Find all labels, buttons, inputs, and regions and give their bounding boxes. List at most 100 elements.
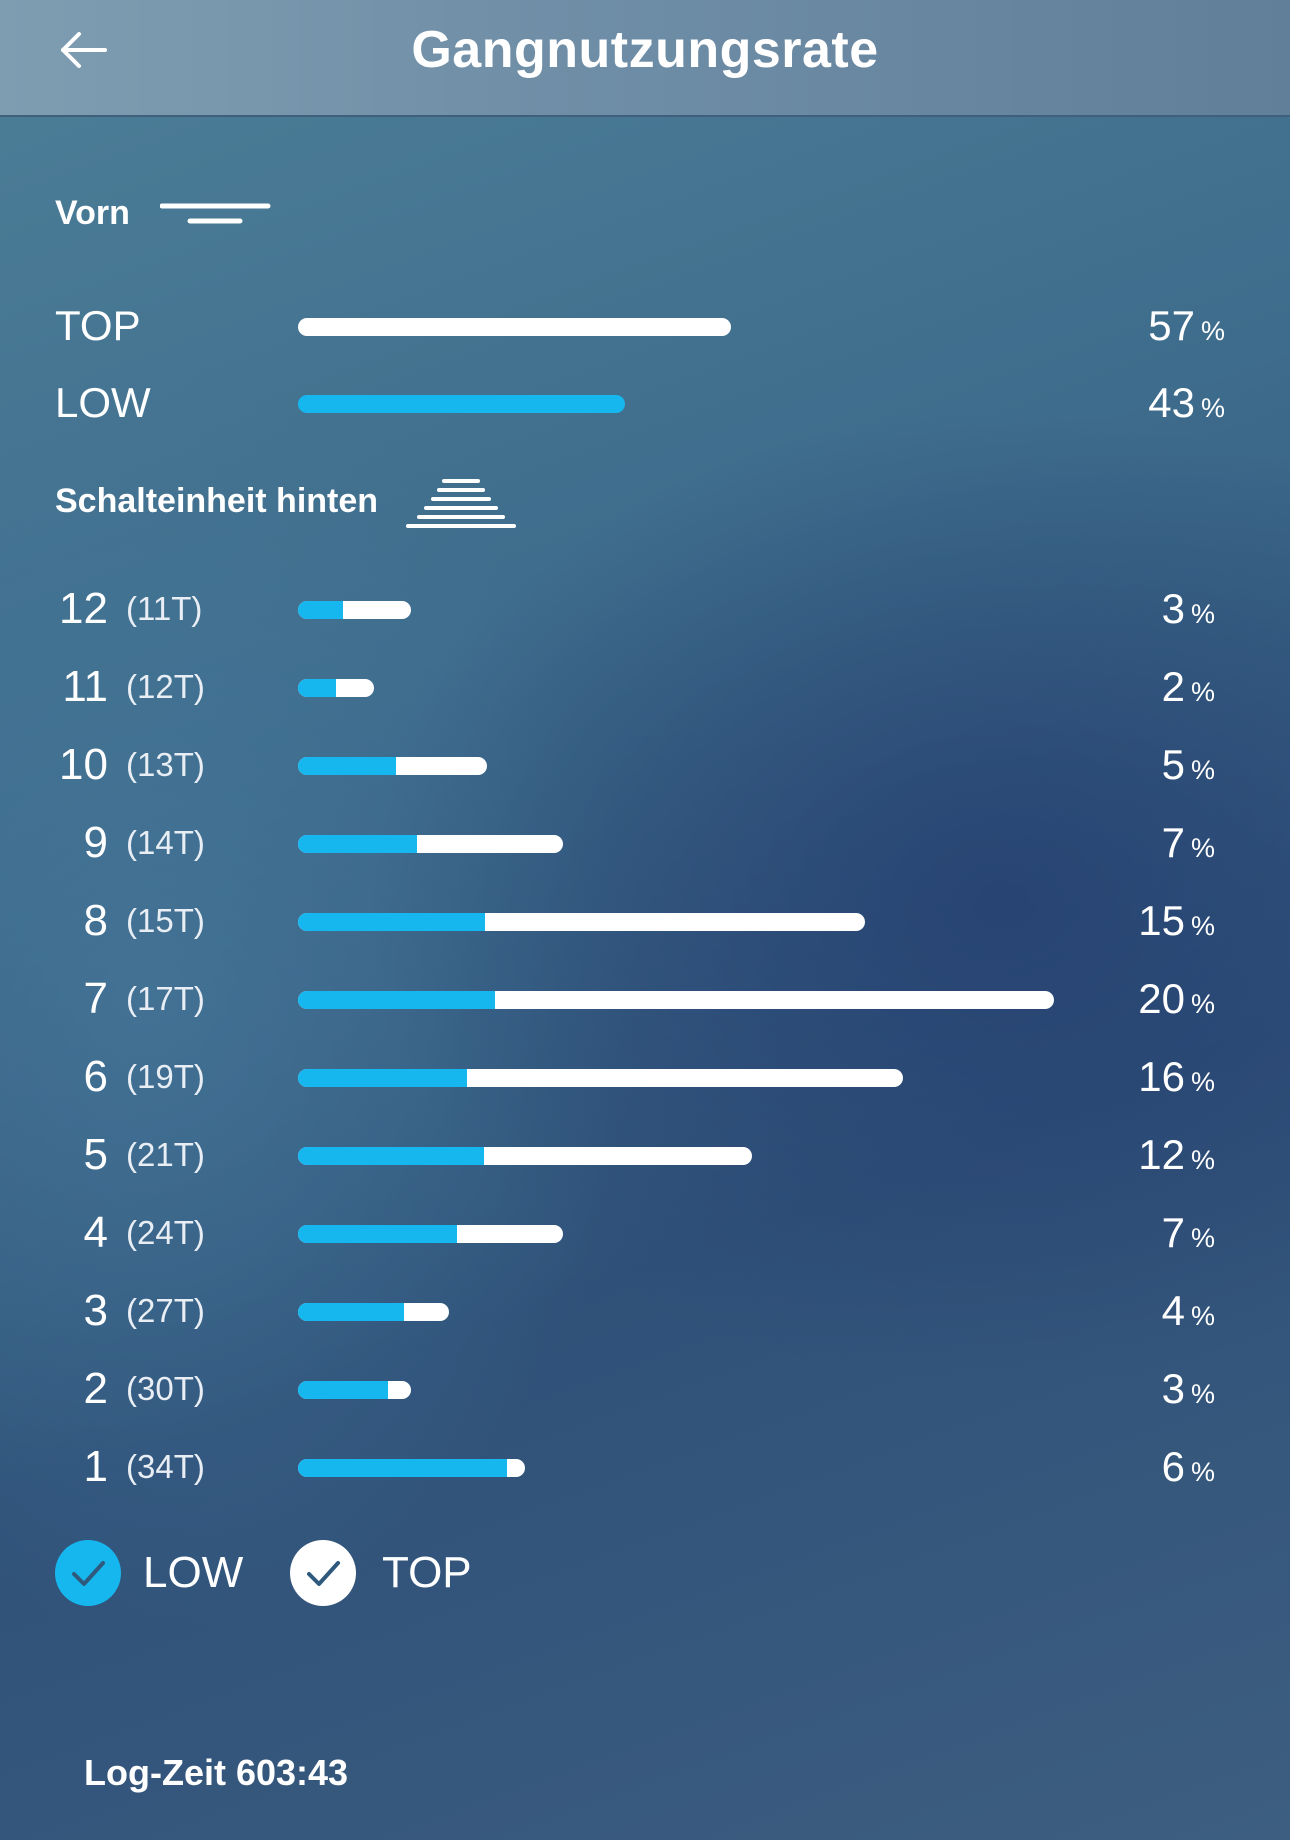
gear-teeth: (27T) <box>126 1292 205 1329</box>
gear-teeth: (14T) <box>126 824 205 861</box>
percent-number: 2 <box>1161 663 1185 710</box>
percent-number: 43 <box>1148 379 1195 426</box>
percent-unit: % <box>1190 677 1215 707</box>
legend-toggle-low[interactable]: LOW <box>55 1540 255 1606</box>
gear-teeth: (12T) <box>126 668 205 705</box>
percent-number: 5 <box>1161 741 1185 788</box>
gear-number: 7 <box>83 974 108 1023</box>
percent-unit: % <box>1190 1379 1215 1409</box>
gear-usage-bar <box>298 1303 449 1321</box>
gear-row: 8 (15T) 15% <box>0 891 1290 951</box>
percent-number: 7 <box>1161 819 1185 866</box>
gear-usage-bar <box>298 1381 411 1399</box>
gear-usage-bar <box>298 1069 903 1087</box>
check-icon <box>307 1561 340 1586</box>
percent-value: 2% <box>1162 657 1215 727</box>
gear-usage-low-segment <box>298 1459 507 1477</box>
gear-usage-bar <box>298 835 563 853</box>
percent-number: 57 <box>1148 302 1195 349</box>
percent-unit: % <box>1190 1067 1215 1097</box>
percent-value: 4% <box>1162 1281 1215 1351</box>
gear-teeth: (19T) <box>126 1058 205 1095</box>
chainring-icon <box>160 203 271 224</box>
gear-usage-bar <box>298 913 865 931</box>
gear-number: 4 <box>83 1208 108 1257</box>
front-row-label: TOP <box>55 302 141 349</box>
percent-value: 15% <box>1138 891 1215 961</box>
percent-number: 16 <box>1138 1053 1185 1100</box>
percent-value: 7% <box>1162 813 1215 883</box>
legend-label-low: LOW <box>143 1548 244 1597</box>
percent-number: 7 <box>1161 1209 1185 1256</box>
gear-usage-bar <box>298 991 1054 1009</box>
percent-unit: % <box>1190 1223 1215 1253</box>
gear-row: 12 (11T) 3% <box>0 579 1290 639</box>
gear-usage-bar <box>298 601 411 619</box>
gear-usage-low-segment <box>298 679 336 697</box>
checkbox-low[interactable] <box>55 1540 121 1606</box>
arrow-left-icon <box>61 32 107 68</box>
gear-number: 6 <box>83 1052 108 1101</box>
percent-number: 4 <box>1161 1287 1185 1334</box>
gear-number: 10 <box>59 740 108 789</box>
gear-number: 3 <box>83 1286 108 1335</box>
gear-usage-bar <box>298 679 374 697</box>
front-row-top: TOP 57% <box>0 296 1290 356</box>
gear-usage-low-segment <box>298 1225 457 1243</box>
gear-usage-low-segment <box>298 1381 388 1399</box>
back-button[interactable] <box>55 22 115 78</box>
gear-usage-low-segment <box>298 601 343 619</box>
rear-section-title: Schalteinheit hinten <box>55 482 379 520</box>
gear-teeth: (24T) <box>126 1214 205 1251</box>
percent-number: 20 <box>1138 975 1185 1022</box>
check-icon <box>72 1561 105 1586</box>
percent-number: 3 <box>1161 585 1185 632</box>
cassette-icon <box>406 479 516 528</box>
percent-unit: % <box>1200 393 1225 423</box>
gear-teeth: (17T) <box>126 980 205 1017</box>
gear-usage-bar <box>298 757 487 775</box>
gear-number: 9 <box>83 818 108 867</box>
percent-value: 43% <box>1148 373 1225 443</box>
percent-value: 6% <box>1162 1437 1215 1507</box>
percent-value: 20% <box>1138 969 1215 1039</box>
percent-unit: % <box>1190 833 1215 863</box>
legend-toggle-top[interactable]: TOP <box>290 1540 490 1606</box>
checkbox-top[interactable] <box>290 1540 356 1606</box>
gear-usage-low-segment <box>298 1303 404 1321</box>
percent-unit: % <box>1190 599 1215 629</box>
gear-number: 5 <box>83 1130 108 1179</box>
legend-label-top: TOP <box>382 1548 472 1597</box>
percent-unit: % <box>1190 1145 1215 1175</box>
front-row-low: LOW 43% <box>0 373 1290 433</box>
gear-row: 4 (24T) 7% <box>0 1203 1290 1263</box>
gear-row: 10 (13T) 5% <box>0 735 1290 795</box>
gear-usage-bar <box>298 1225 563 1243</box>
gear-usage-low-segment <box>298 1069 467 1087</box>
gear-number: 1 <box>83 1442 108 1491</box>
front-ratio-bar-fill <box>298 318 731 336</box>
percent-number: 15 <box>1138 897 1185 944</box>
app-header: Gangnutzungsrate <box>0 0 1290 117</box>
gear-usage-bar <box>298 1147 752 1165</box>
front-ratio-bar <box>298 318 731 336</box>
front-row-label: LOW <box>55 379 151 426</box>
gear-number: 2 <box>83 1364 108 1413</box>
percent-value: 12% <box>1138 1125 1215 1195</box>
gear-teeth: (11T) <box>126 590 203 627</box>
gear-row: 9 (14T) 7% <box>0 813 1290 873</box>
percent-value: 3% <box>1162 579 1215 649</box>
percent-unit: % <box>1190 911 1215 941</box>
gear-row: 11 (12T) 2% <box>0 657 1290 717</box>
percent-number: 6 <box>1161 1443 1185 1490</box>
gear-usage-low-segment <box>298 1147 484 1165</box>
gear-number: 8 <box>83 896 108 945</box>
percent-unit: % <box>1190 1301 1215 1331</box>
gear-row: 3 (27T) 4% <box>0 1281 1290 1341</box>
percent-value: 16% <box>1138 1047 1215 1117</box>
gear-teeth: (15T) <box>126 902 205 939</box>
gear-row: 5 (21T) 12% <box>0 1125 1290 1185</box>
gear-usage-low-segment <box>298 913 485 931</box>
percent-unit: % <box>1190 755 1215 785</box>
gear-row: 2 (30T) 3% <box>0 1359 1290 1419</box>
